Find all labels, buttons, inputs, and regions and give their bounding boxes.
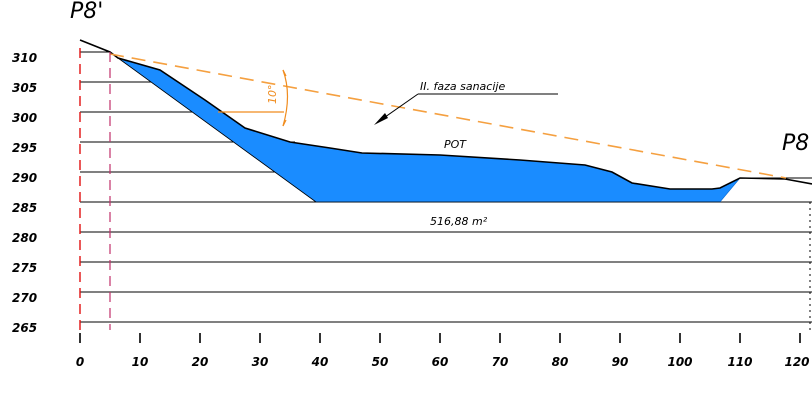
- x-tick-label: 70: [492, 355, 509, 369]
- x-tick-label: 30: [252, 355, 269, 369]
- y-tick-label: 280: [12, 231, 37, 245]
- y-tick-label: 305: [12, 81, 37, 95]
- x-tick-label: 0: [76, 355, 84, 369]
- left-profile-label: P8': [70, 0, 103, 24]
- path-label: POT: [444, 138, 467, 151]
- x-tick-label: 20: [192, 355, 209, 369]
- y-tick-label: 290: [12, 171, 37, 185]
- y-tick-label: 265: [12, 321, 37, 335]
- y-tick-label: 310: [12, 51, 37, 65]
- y-tick-label: 275: [12, 261, 37, 275]
- right-profile-label: P8: [782, 131, 809, 156]
- x-tick-marks: [80, 333, 800, 343]
- y-tick-label: 300: [12, 111, 37, 125]
- x-tick-label: 40: [311, 355, 329, 369]
- x-tick-label: 10: [132, 355, 149, 369]
- area-label: 516,88 m²: [430, 215, 488, 228]
- x-tick-label: 110: [727, 355, 752, 369]
- phase-annotation: II. faza sanacije: [374, 80, 558, 125]
- x-tick-label: 50: [372, 355, 389, 369]
- x-tick-labels: 0 10 20 30 40 50 60 70 80 90 100 110 120: [76, 355, 810, 369]
- x-tick-label: 120: [784, 355, 809, 369]
- x-tick-label: 90: [612, 355, 629, 369]
- x-tick-label: 60: [432, 355, 449, 369]
- x-tick-label: 80: [552, 355, 569, 369]
- y-tick-label: 285: [12, 201, 37, 215]
- y-tick-label: 270: [12, 291, 37, 305]
- y-tick-labels: 310 305 300 295 290 285 280 275 270 265: [12, 51, 37, 335]
- angle-label: 10°: [266, 85, 279, 105]
- phase-label: II. faza sanacije: [420, 80, 505, 93]
- y-tick-label: 295: [12, 141, 37, 155]
- x-tick-label: 100: [667, 355, 692, 369]
